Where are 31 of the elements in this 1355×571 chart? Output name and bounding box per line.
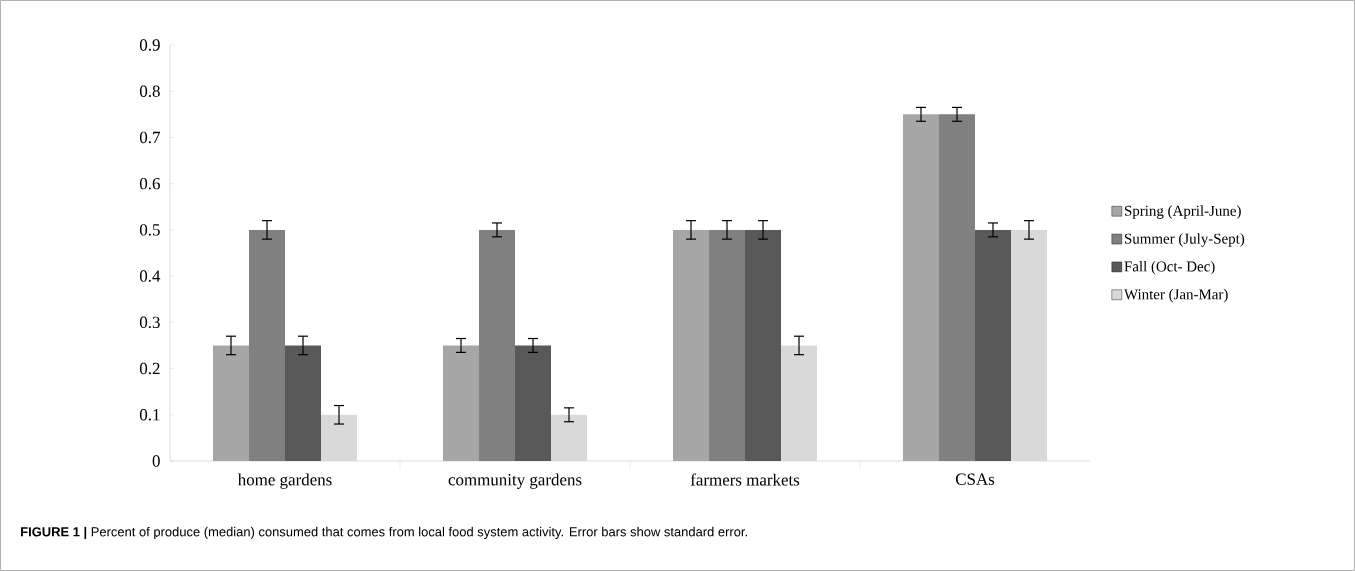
legend-label: Fall (Oct- Dec) [1124, 261, 1215, 275]
x-tick-label: home gardens [237, 473, 332, 489]
x-tick-label: CSAs [955, 473, 995, 485]
bar [781, 345, 818, 461]
y-tick-label: 0.6 [139, 177, 160, 190]
bar [709, 229, 746, 461]
y-tick-label: 0.4 [139, 270, 161, 282]
text: FIGURE 1 | Percent of produce (median) consumed that comes from local food system activity. Error bars show standard error. [21, 526, 747, 540]
legend-label: Winter (Jan-Mar) [1124, 288, 1228, 303]
bar [515, 345, 552, 461]
bar [551, 414, 588, 461]
y-tick-label: 0.5 [139, 224, 160, 236]
y-tick-label: 0.3 [139, 316, 160, 329]
bar [249, 229, 285, 461]
bar [1011, 229, 1048, 461]
bar [321, 414, 357, 461]
bar [939, 114, 976, 461]
bar [479, 229, 516, 461]
y-tick-label: 0.7 [139, 131, 160, 144]
x-tick-label: farmers markets [690, 473, 800, 486]
y-tick-label: 0.2 [139, 362, 160, 375]
legend-label: Summer (July-Sept) [1125, 233, 1245, 247]
y-tick-label: 0.1 [139, 409, 160, 421]
legend-label: Spring (April-June) [1125, 205, 1241, 219]
y-tick-label: 0.9 [139, 39, 160, 51]
bar [745, 229, 782, 461]
bar [285, 345, 321, 461]
y-tick-label: 0.8 [139, 85, 160, 97]
y-tick-label: 0 [152, 455, 160, 467]
x-tick-label: community gardens [448, 473, 582, 489]
bar [975, 229, 1012, 461]
